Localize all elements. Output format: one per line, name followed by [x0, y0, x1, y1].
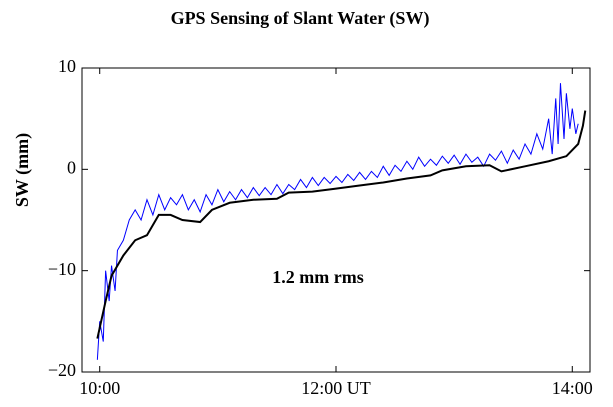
y-tick-label: 10 [58, 56, 76, 76]
data-line [96, 83, 579, 360]
y-tick-label: −10 [48, 259, 76, 279]
x-tick-label: 10:00 [79, 378, 120, 398]
x-tick-label: 14:00 [552, 378, 593, 398]
y-tick-label: −20 [48, 360, 76, 380]
x-tick-label: 12:00 UT [301, 378, 371, 398]
y-tick-label: 0 [67, 157, 76, 177]
chart-title: GPS Sensing of Slant Water (SW) [171, 8, 430, 29]
annotation: 1.2 mm rms [272, 267, 363, 287]
y-axis-label: SW (mm) [12, 133, 33, 207]
data-line [96, 110, 587, 339]
